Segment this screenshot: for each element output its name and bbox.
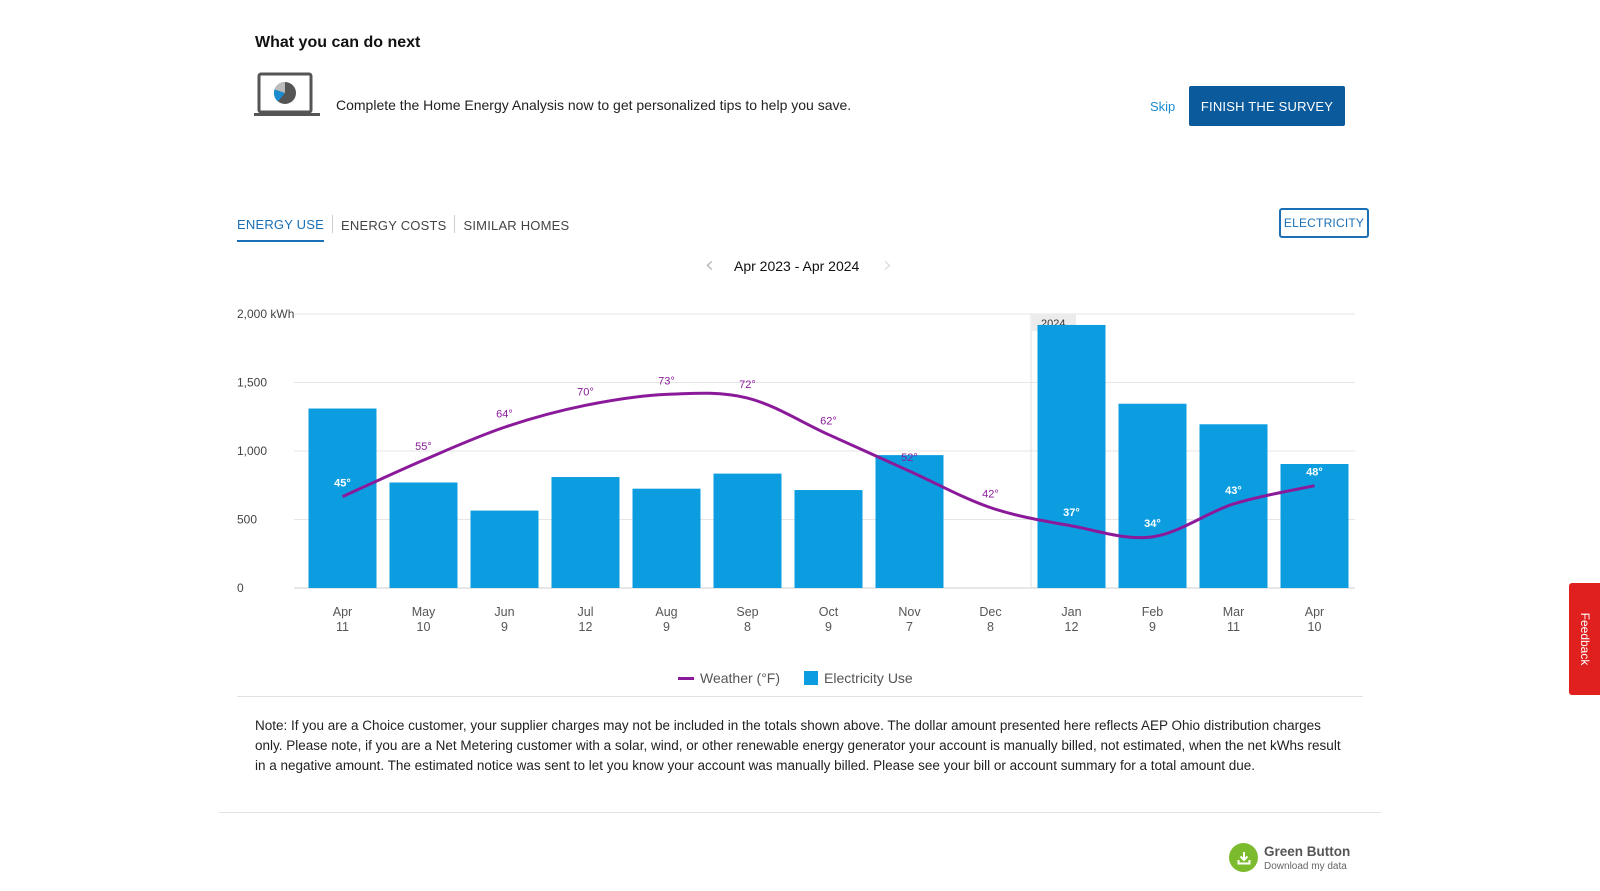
laptop-pie-icon [254,72,320,116]
chevron-right-icon[interactable]: › [883,253,892,278]
x-days-label: 9 [825,620,832,634]
x-month-label: Feb [1142,605,1164,619]
billing-note: Note: If you are a Choice customer, your… [255,718,1341,773]
weather-label: 42° [982,489,999,501]
y-tick-label: 2,000 kWh [237,307,294,321]
electricity-bar[interactable] [470,510,539,588]
weather-legend-label[interactable]: Weather (°F) [700,670,781,686]
x-days-label: 12 [1065,620,1079,634]
electricity-bar[interactable] [875,455,944,588]
view-tabs: ENERGY USE ENERGY COSTS SIMILAR HOMES [237,215,569,242]
feedback-tab[interactable]: Feedback [1569,583,1600,695]
tab-energy-use[interactable]: ENERGY USE [237,215,325,242]
divider [237,696,1363,697]
chevron-left-icon[interactable]: ‹ [705,253,714,278]
fuel-type-button[interactable]: ELECTRICITY [1279,208,1369,238]
y-tick-label: 500 [237,513,257,527]
date-range-label: Apr 2023 - Apr 2024 [734,258,860,274]
x-month-label: Sep [736,605,758,619]
weather-label: 64° [496,408,513,420]
x-days-label: 8 [987,620,994,634]
electricity-bar[interactable] [551,477,620,588]
x-month-label: May [412,605,436,619]
electricity-legend-swatch [804,671,819,685]
tab-divider [454,215,456,233]
x-month-label: Nov [898,605,921,619]
electricity-bar[interactable] [1037,324,1106,588]
electricity-bar[interactable] [1199,424,1268,588]
tab-divider [332,215,334,233]
x-days-label: 7 [906,620,913,634]
weather-label: 62° [820,416,837,428]
download-icon [1229,843,1258,872]
tab-similar-homes[interactable]: SIMILAR HOMES [463,218,570,233]
x-days-label: 9 [1149,620,1156,634]
weather-legend-swatch [678,676,694,680]
weather-label: 72° [739,379,756,391]
green-button-download[interactable]: Green Button Download my data [1229,843,1350,872]
weather-label: 43° [1225,485,1242,497]
green-button-subtitle: Download my data [1264,860,1347,872]
x-month-label: Jul [578,605,594,619]
x-month-label: Apr [333,605,352,619]
x-days-label: 10 [417,620,431,634]
weather-label: 34° [1144,518,1161,530]
weather-label: 55° [415,441,432,453]
green-button-title: Green Button [1264,843,1351,859]
x-days-label: 11 [1227,620,1240,634]
electricity-bar[interactable] [389,482,458,588]
weather-label: 37° [1063,507,1080,519]
feedback-label: Feedback [1577,612,1592,666]
weather-line [341,391,1315,540]
skip-link[interactable]: Skip [1150,99,1176,114]
x-month-label: Mar [1223,605,1245,619]
weather-label: 70° [577,386,594,398]
y-tick-label: 1,500 [237,376,267,390]
electricity-bar[interactable] [632,488,701,588]
x-days-label: 9 [501,620,508,634]
tab-energy-costs[interactable]: ENERGY COSTS [341,218,447,233]
x-month-label: Aug [655,605,677,619]
x-days-label: 11 [336,620,349,634]
electricity-bar[interactable] [794,490,863,588]
electricity-bar[interactable] [1280,464,1349,588]
x-month-label: Apr [1305,605,1324,619]
weather-label: 48° [1306,467,1323,479]
x-days-label: 8 [744,620,751,634]
electricity-bar[interactable] [308,408,377,588]
weather-label: 52° [901,452,918,464]
next-message: Complete the Home Energy Analysis now to… [336,97,852,113]
x-days-label: 10 [1308,620,1322,634]
electricity-bar[interactable] [713,473,782,588]
y-tick-label: 0 [237,581,244,595]
x-month-label: Jun [494,605,514,619]
x-month-label: Dec [979,605,1001,619]
x-days-label: 12 [579,620,593,634]
next-section-title: What you can do next [255,34,421,51]
chart-legend: Weather (°F) Electricity Use [678,670,913,686]
divider [219,812,1381,813]
electricity-bar[interactable] [1118,403,1187,588]
finish-survey-button[interactable]: FINISH THE SURVEY [1189,86,1345,126]
date-range-selector: ‹ Apr 2023 - Apr 2024 › [705,253,905,278]
x-month-label: Jan [1061,605,1081,619]
weather-label: 45° [334,478,351,490]
y-tick-label: 1,000 [237,444,267,458]
weather-label: 73° [658,375,675,387]
x-month-label: Oct [819,605,839,619]
electricity-legend-label[interactable]: Electricity Use [824,670,913,686]
x-days-label: 9 [663,620,670,634]
